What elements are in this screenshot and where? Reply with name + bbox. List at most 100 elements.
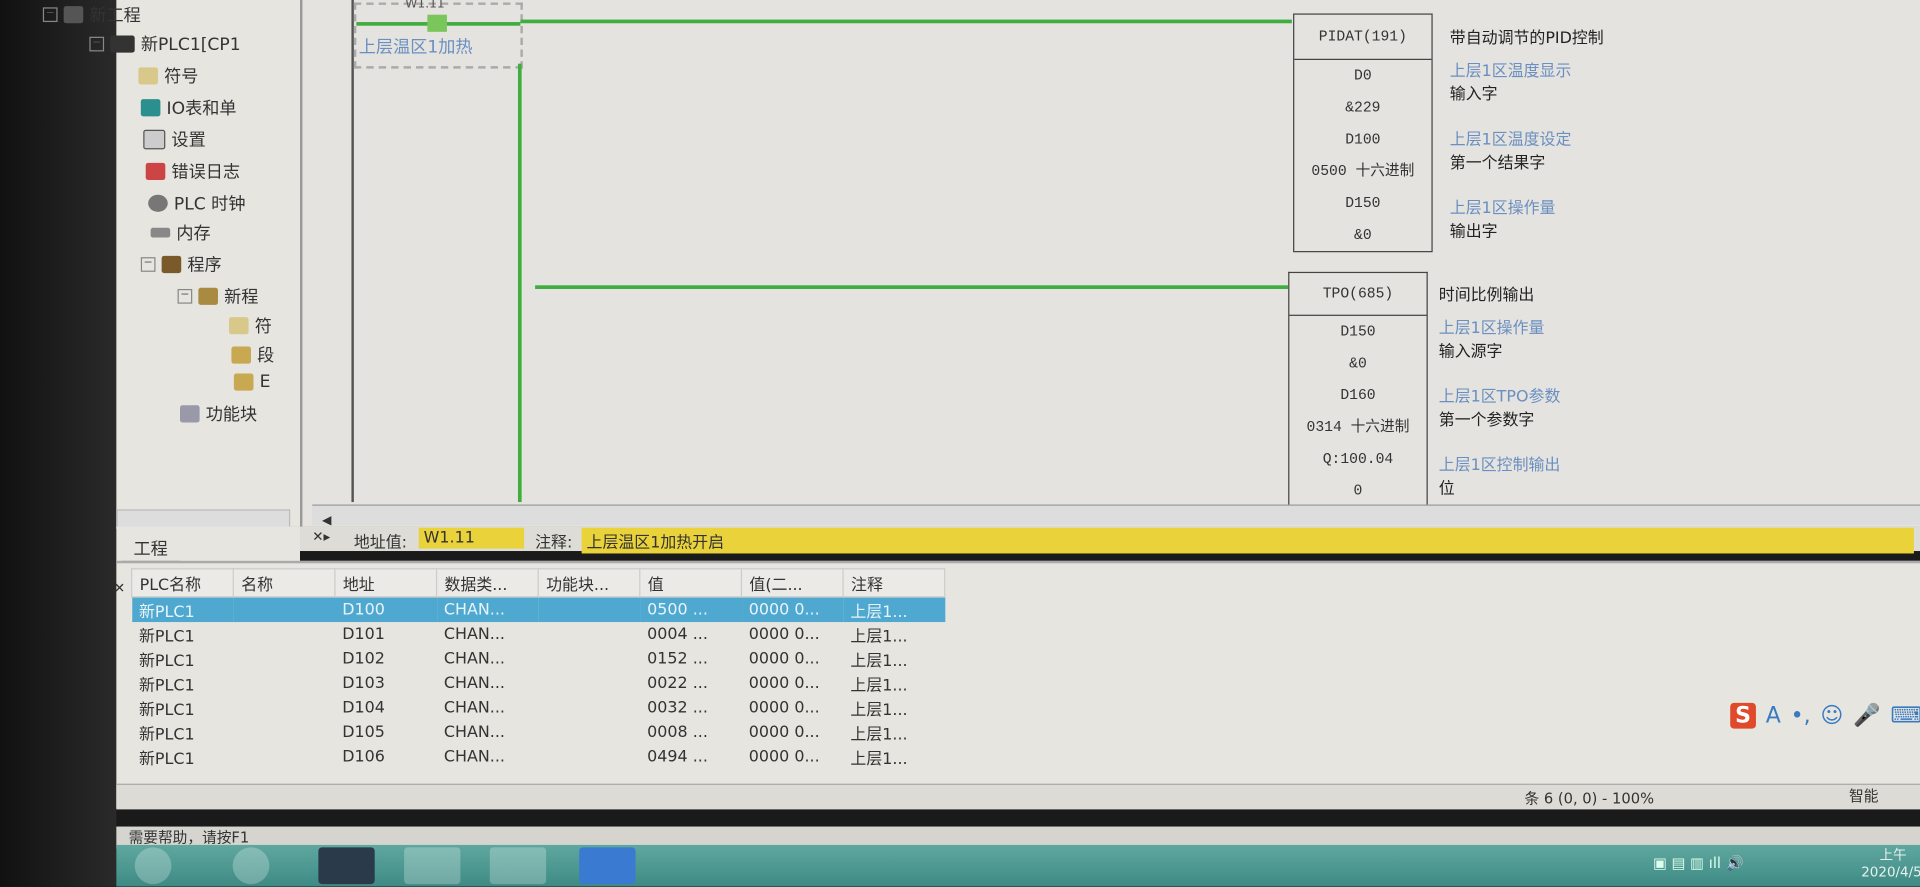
collapse-icon[interactable]: − xyxy=(177,288,193,304)
table-cell[interactable]: 新PLC1 xyxy=(138,701,195,720)
taskbar-app-icon[interactable] xyxy=(489,847,547,885)
ladder-horizontal-scrollbar[interactable]: ◀ xyxy=(312,504,1920,528)
table-row[interactable]: 新PLC1 D100 CHAN... 0500 ... 0000 0... 上层1... xyxy=(131,596,945,623)
table-cell[interactable]: 新PLC1 xyxy=(138,627,195,646)
table-cell[interactable]: 上层1... xyxy=(850,750,908,769)
tree-item-local-symbols[interactable]: 符 xyxy=(228,313,272,337)
table-row[interactable]: 新PLC1 D102 CHAN... 0152 ... 0000 0... 上层1... xyxy=(132,647,945,671)
table-cell[interactable]: D101 xyxy=(342,625,385,644)
close-icon[interactable]: ✕▸ xyxy=(312,528,331,545)
table-cell[interactable]: 新PLC1 xyxy=(138,725,195,744)
table-cell[interactable]: 0494 ... xyxy=(647,747,708,766)
table-cell[interactable]: CHAN... xyxy=(443,625,505,644)
column-header[interactable]: 数据类... xyxy=(435,568,539,598)
table-cell[interactable]: 上层1... xyxy=(850,652,908,671)
table-cell[interactable]: 0000 0... xyxy=(748,625,820,644)
collapse-icon[interactable]: − xyxy=(140,257,156,272)
table-cell[interactable] xyxy=(233,720,335,744)
comment-value[interactable]: 上层温区1加热开启 xyxy=(581,527,1914,554)
tab-project[interactable]: 工程 xyxy=(121,536,181,563)
column-header[interactable]: 值 xyxy=(639,568,743,598)
tree-item-section[interactable]: 段 xyxy=(231,343,274,367)
table-cell[interactable]: 新PLC1 xyxy=(138,652,195,671)
column-header[interactable]: 注释 xyxy=(842,568,946,598)
table-cell[interactable]: 上层1... xyxy=(850,627,908,646)
tree-item-programs[interactable]: − 程序 xyxy=(140,252,222,276)
table-cell[interactable] xyxy=(233,671,335,695)
table-cell[interactable]: 0500 ... xyxy=(639,596,742,623)
tree-item-symbols[interactable]: 符号 xyxy=(138,64,198,88)
table-cell[interactable]: CHAN... xyxy=(443,698,505,717)
microphone-icon[interactable]: 🎤 xyxy=(1853,702,1881,729)
table-cell[interactable]: D103 xyxy=(342,674,385,693)
clock-date[interactable]: 2020/4/5 xyxy=(1861,864,1920,881)
table-cell[interactable]: 0032 ... xyxy=(647,698,708,717)
table-cell[interactable]: 上层1... xyxy=(843,596,945,623)
start-button[interactable] xyxy=(134,847,172,885)
table-cell[interactable]: 0022 ... xyxy=(647,674,708,693)
tpo-function-block[interactable]: TPO(685) D150 &0 D160 0314 十六进制 Q:100.04… xyxy=(1288,271,1428,507)
tree-item-program[interactable]: − 新程 xyxy=(177,284,258,308)
contact-cell[interactable]: W1.11 上层温区1加热 xyxy=(353,0,523,69)
emoji-icon[interactable]: ☺ xyxy=(1820,702,1844,729)
close-icon[interactable]: ✕ xyxy=(113,580,126,597)
tree-item-project[interactable]: − 新工程 xyxy=(42,2,141,26)
tree-item-settings[interactable]: 设置 xyxy=(143,127,206,151)
table-cell[interactable]: 新PLC1 xyxy=(131,596,234,623)
tree-item-io-table[interactable]: IO表和单 xyxy=(140,96,237,120)
table-cell[interactable]: D105 xyxy=(342,723,385,742)
taskbar-wps-icon[interactable] xyxy=(579,847,636,885)
table-cell[interactable] xyxy=(538,671,640,695)
tree-item-plc[interactable]: − 新PLC1[CP1 xyxy=(89,32,241,56)
taskbar-app-icon[interactable] xyxy=(232,847,270,885)
table-cell[interactable]: 0000 0... xyxy=(748,649,820,668)
table-cell[interactable]: D102 xyxy=(342,649,385,668)
table-cell[interactable] xyxy=(538,622,640,646)
table-cell[interactable] xyxy=(538,744,640,768)
taskbar-wechat-icon[interactable] xyxy=(404,847,461,885)
table-cell[interactable]: 0152 ... xyxy=(647,649,708,668)
table-row[interactable]: 新PLC1 D105 CHAN... 0008 ... 0000 0... 上层1... xyxy=(132,720,945,744)
table-cell[interactable] xyxy=(538,720,640,744)
scroll-left-icon[interactable]: ◀ xyxy=(322,514,332,528)
punctuation-icon[interactable]: •, xyxy=(1790,702,1811,729)
collapse-icon[interactable]: − xyxy=(89,36,105,52)
table-row[interactable]: 新PLC1 D103 CHAN... 0022 ... 0000 0... 上层1... xyxy=(132,671,945,695)
table-row[interactable]: 新PLC1 D101 CHAN... 0004 ... 0000 0... 上层1... xyxy=(132,622,945,646)
contact-symbol[interactable] xyxy=(427,14,447,32)
table-cell[interactable]: 0008 ... xyxy=(647,723,708,742)
sogou-logo-icon[interactable]: S xyxy=(1730,702,1756,729)
table-row[interactable]: 新PLC1 D104 CHAN... 0032 ... 0000 0... 上层1... xyxy=(132,696,945,720)
column-header[interactable]: PLC名称 xyxy=(131,568,234,598)
keyboard-icon[interactable]: ⌨ xyxy=(1890,702,1920,729)
table-cell[interactable]: 0000 0... xyxy=(748,747,820,766)
table-cell[interactable]: 新PLC1 xyxy=(138,676,195,695)
address-value[interactable]: W1.11 xyxy=(418,527,525,549)
tree-item-clock[interactable]: PLC 时钟 xyxy=(148,191,245,215)
table-cell[interactable]: CHAN... xyxy=(443,674,505,693)
table-cell[interactable] xyxy=(233,744,335,768)
table-cell[interactable] xyxy=(233,596,335,623)
table-cell[interactable]: CHAN... xyxy=(436,596,539,623)
table-row[interactable]: 新PLC1 D106 CHAN... 0494 ... 0000 0... 上层1... xyxy=(132,744,945,769)
column-header[interactable]: 地址 xyxy=(334,568,438,598)
tree-item-memory[interactable]: 内存 xyxy=(150,220,211,244)
table-cell[interactable]: D100 xyxy=(334,596,437,623)
table-cell[interactable]: 上层1... xyxy=(850,725,908,744)
column-header[interactable]: 功能块... xyxy=(537,568,641,598)
table-cell[interactable]: 上层1... xyxy=(850,676,908,695)
table-cell[interactable]: 0000 0... xyxy=(748,723,820,742)
table-cell[interactable] xyxy=(233,696,335,720)
table-cell[interactable]: 上层1... xyxy=(850,701,908,720)
table-cell[interactable] xyxy=(233,622,335,646)
table-cell[interactable]: CHAN... xyxy=(443,723,505,742)
column-header[interactable]: 名称 xyxy=(232,568,336,598)
table-cell[interactable]: D104 xyxy=(342,698,385,717)
pidat-function-block[interactable]: PIDAT(191) D0 &229 D100 0500 十六进制 D150 &… xyxy=(1293,13,1433,253)
table-cell[interactable] xyxy=(538,647,640,671)
tree-item-error-log[interactable]: 错误日志 xyxy=(145,159,240,183)
table-cell[interactable] xyxy=(538,696,640,720)
tree-item-end[interactable]: E xyxy=(233,372,270,392)
table-cell[interactable]: D106 xyxy=(342,747,385,766)
table-cell[interactable]: CHAN... xyxy=(443,649,505,668)
